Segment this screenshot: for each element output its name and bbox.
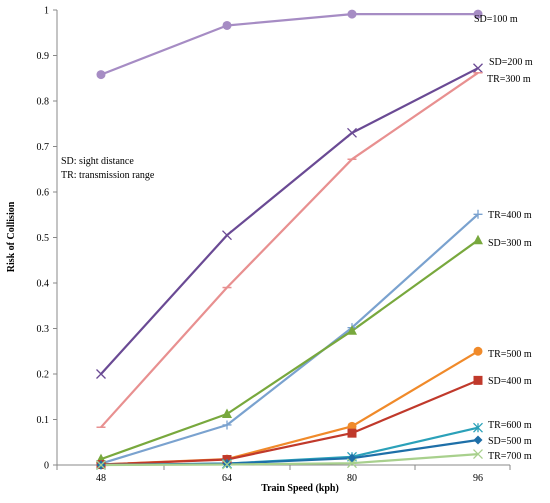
y-tick-label: 0 (44, 461, 49, 472)
data-point (96, 460, 106, 470)
y-axis-title: Risk of Collision (6, 201, 17, 272)
data-point (222, 408, 232, 419)
y-tick-label: 0.5 (37, 233, 50, 244)
data-point (473, 63, 483, 74)
x-tick-label: 96 (473, 473, 483, 484)
series-label: TR=600 m (488, 420, 532, 431)
data-point (347, 428, 357, 438)
data-point (473, 346, 483, 356)
series-label: TR=500 m (488, 349, 532, 360)
series-label: SD=400 m (488, 376, 532, 387)
y-tick-label: 0.8 (37, 97, 50, 108)
series-line-sd-300-m (100, 239, 479, 461)
series-label: SD=200 m (489, 57, 533, 68)
series-label: SD=100 m (474, 14, 518, 25)
y-tick-label: 0.4 (37, 279, 50, 290)
data-point (96, 70, 106, 80)
data-point (222, 459, 232, 470)
axes: 0 0.1 0.2 0.3 0.4 0.5 0.6 0.7 0.8 0.9 1 48 64 80 96 (37, 6, 511, 484)
data-point (473, 422, 483, 433)
note-sight-distance: SD: sight distance (61, 156, 134, 167)
series-label: TR=300 m (487, 74, 531, 85)
data-point (347, 9, 357, 19)
series-line-sd-400-m (100, 379, 479, 466)
data-point (473, 234, 483, 245)
data-point (347, 325, 357, 335)
x-tick-label: 48 (96, 473, 106, 484)
note-transmission-range: TR: transmission range (61, 170, 155, 181)
series-line-sd-100-m (100, 13, 478, 76)
data-point (473, 9, 483, 19)
series-label: TR=700 m (488, 451, 532, 462)
x-tick-label: 80 (347, 473, 357, 484)
series-label: SD=500 m (488, 436, 532, 447)
data-point (347, 421, 357, 431)
y-tick-label: 0.6 (37, 188, 50, 199)
data-point (347, 458, 357, 469)
y-tick-label: 0.9 (37, 51, 50, 62)
data-point (347, 127, 357, 138)
x-axis-title: Train Speed (kph) (261, 483, 339, 494)
series-lines (100, 13, 479, 467)
y-tick-label: 1 (44, 6, 49, 17)
y-tick-label: 0.7 (37, 142, 50, 153)
series-markers (96, 9, 483, 470)
data-point (222, 20, 232, 30)
data-point (96, 369, 106, 379)
data-point (473, 209, 483, 219)
data-point (473, 435, 483, 445)
series-line-tr-400-m (100, 213, 479, 465)
data-point (473, 375, 483, 385)
data-point (222, 230, 232, 241)
series-labels: SD=100 m SD=200 m TR=300 m TR=400 m SD=300 m… (474, 14, 533, 462)
y-tick-label: 0.1 (37, 415, 50, 426)
data-point (222, 420, 232, 430)
series-line-tr-300-m (100, 71, 479, 428)
series-line-sd-200-m (100, 67, 479, 375)
x-tick-label: 64 (222, 473, 232, 484)
y-tick-label: 0.3 (37, 324, 50, 335)
data-point (473, 449, 483, 460)
y-tick-label: 0.2 (37, 370, 50, 381)
series-label: SD=300 m (488, 238, 532, 249)
series-line-tr-700-m (100, 453, 479, 467)
series-label: TR=400 m (488, 210, 532, 221)
